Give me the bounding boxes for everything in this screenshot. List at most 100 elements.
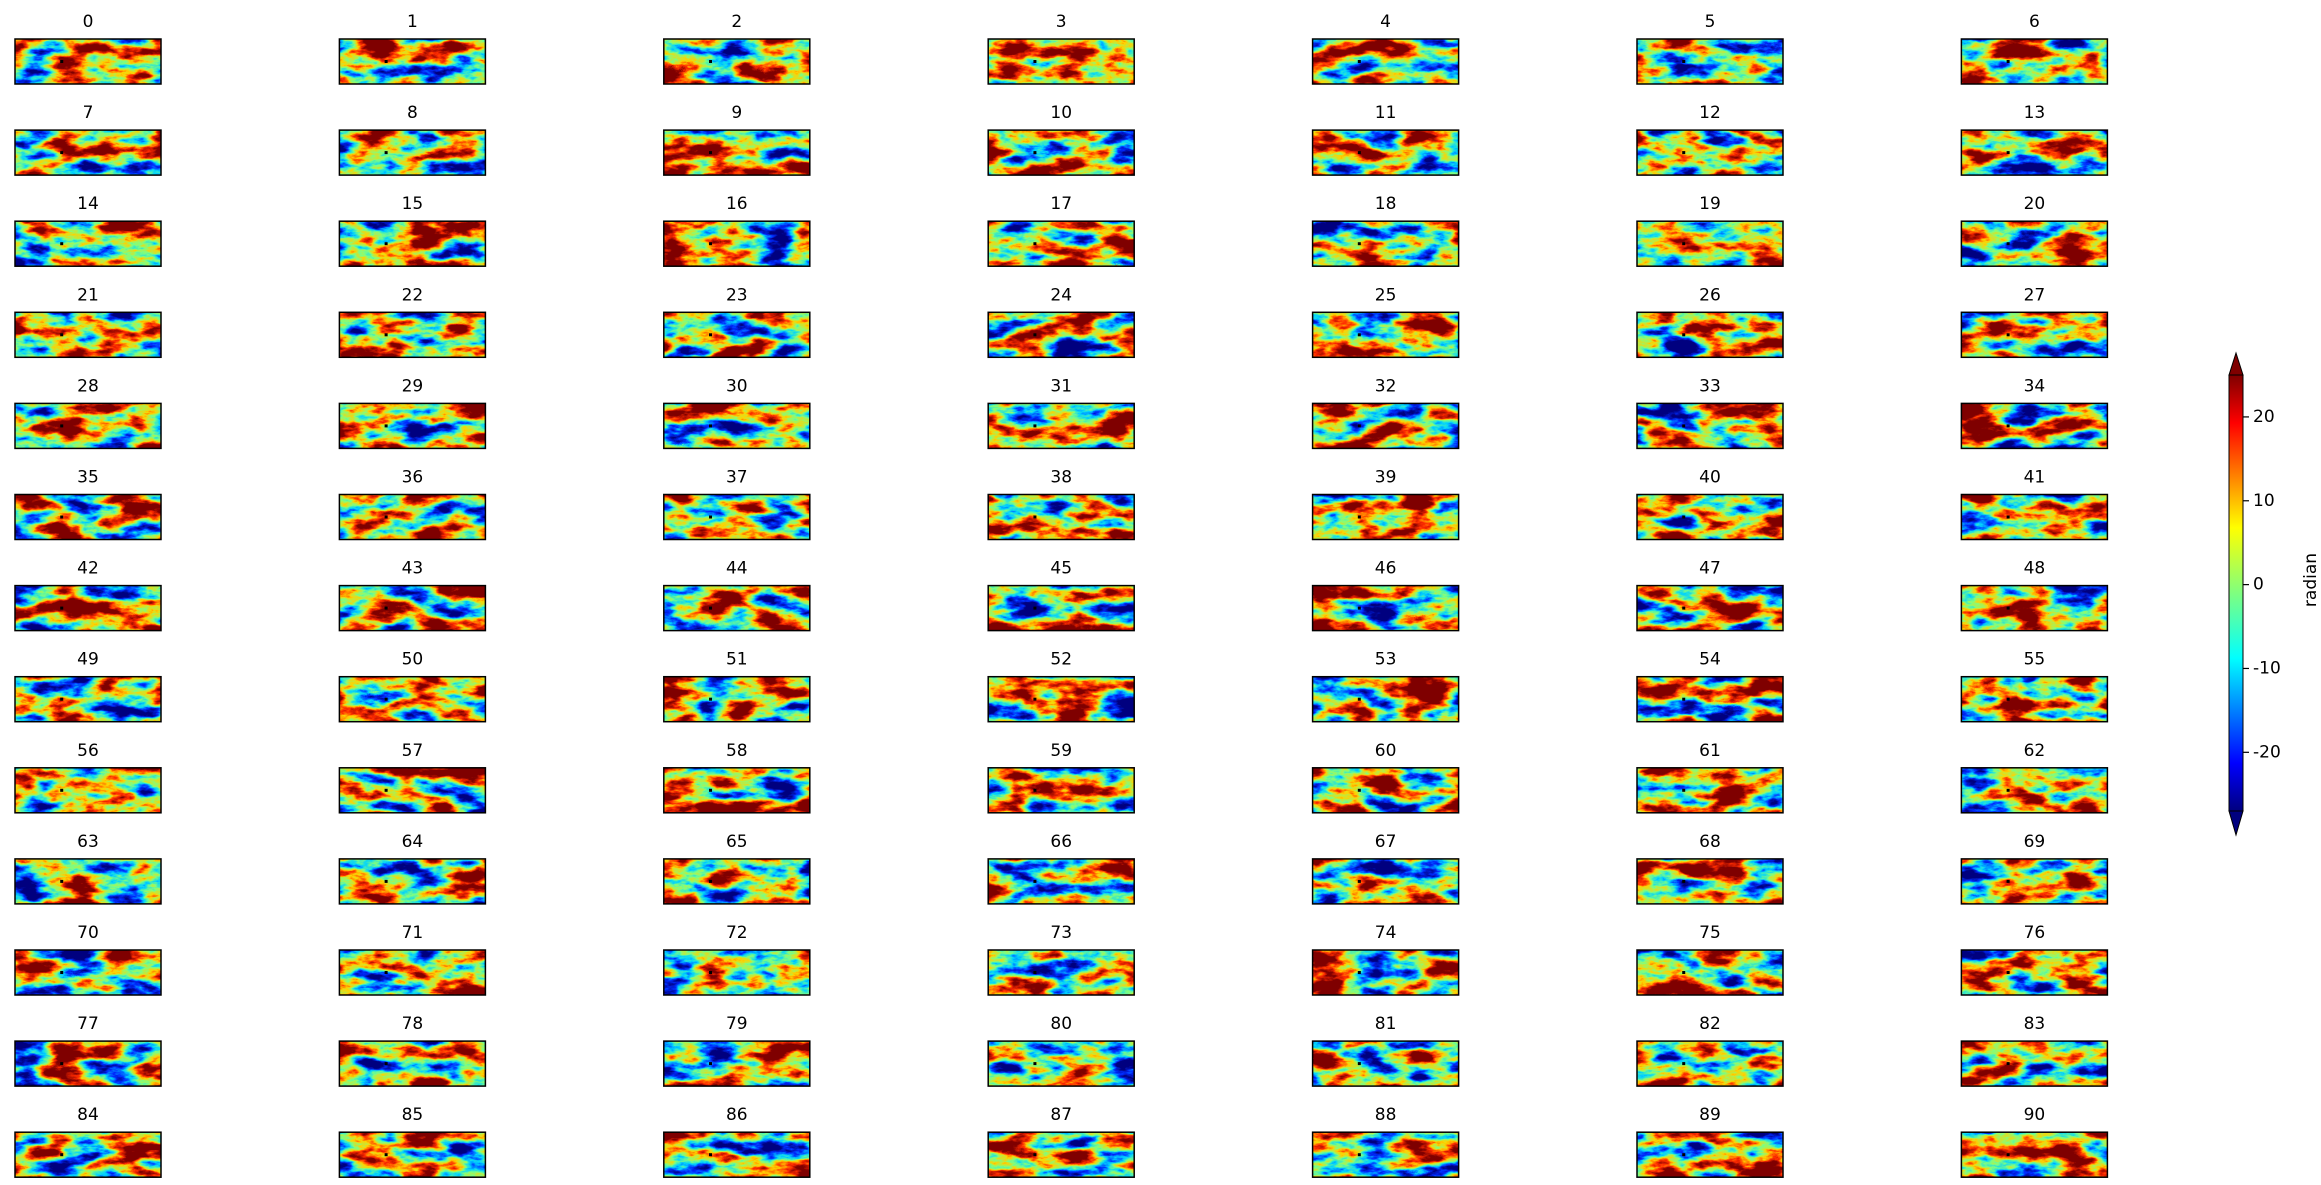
- panel-frame: [14, 220, 162, 267]
- panel-image: [988, 221, 1135, 267]
- panel-frame: [987, 402, 1135, 450]
- marker: [1682, 60, 1686, 63]
- panel-title: 8: [407, 103, 418, 123]
- panel-title: 44: [726, 559, 748, 579]
- colorbar-tick-label: -10: [2253, 658, 2281, 678]
- marker: [2006, 606, 2010, 610]
- panel: [1636, 493, 1784, 541]
- panel: [1311, 220, 1460, 267]
- marker: [384, 151, 388, 155]
- panel-title: 52: [1050, 650, 1072, 670]
- panel: [14, 402, 162, 450]
- marker: [2006, 424, 2010, 428]
- marker: [384, 515, 388, 519]
- panel-frame: [1960, 402, 2109, 450]
- panel-image: [1637, 585, 1783, 631]
- panel: [663, 38, 811, 85]
- marker: [384, 424, 388, 428]
- panel-frame: [1960, 493, 2109, 541]
- panel: [663, 1131, 811, 1178]
- panel: [1311, 949, 1460, 996]
- panel-title: 69: [2024, 832, 2046, 852]
- panel-frame: [1311, 584, 1460, 632]
- panel-title: 26: [1699, 285, 1721, 305]
- marker: [1357, 515, 1361, 519]
- panel-frame: [1636, 402, 1784, 450]
- panel-title: 64: [402, 832, 424, 852]
- panel: [14, 220, 162, 267]
- panel: [663, 1040, 811, 1087]
- panel: [1960, 949, 2109, 996]
- marker: [2006, 1153, 2010, 1157]
- panel-title: 43: [402, 559, 424, 579]
- panel-frame: [663, 584, 811, 632]
- panel: [987, 949, 1135, 996]
- marker: [709, 1153, 713, 1157]
- panel-image: [663, 1132, 810, 1178]
- panel-image: [339, 221, 486, 267]
- panel-frame: [338, 949, 487, 996]
- panel-image: [1637, 403, 1783, 449]
- panel-title: 53: [1375, 650, 1397, 670]
- marker: [709, 60, 713, 63]
- panel-frame: [1311, 129, 1460, 176]
- panel-title: 20: [2024, 194, 2046, 214]
- panel-title: 90: [2024, 1105, 2046, 1125]
- panel-title: 30: [726, 376, 748, 396]
- panel: [14, 493, 162, 541]
- panel-frame: [1311, 858, 1460, 905]
- panel-image: [1312, 1041, 1459, 1087]
- panel-image: [663, 1041, 810, 1087]
- panel-frame: [987, 129, 1135, 176]
- panel: [1311, 311, 1460, 359]
- marker: [1357, 606, 1361, 610]
- panel-title: 60: [1375, 741, 1397, 761]
- panel-title: 34: [2024, 376, 2046, 396]
- panel-frame: [1960, 129, 2109, 176]
- panel-title: 58: [726, 741, 748, 761]
- panel-frame: [1636, 493, 1784, 541]
- marker: [384, 788, 388, 792]
- panel-frame: [987, 767, 1135, 814]
- panel-frame: [663, 311, 811, 359]
- marker: [2006, 151, 2010, 155]
- panel: [1311, 1131, 1460, 1178]
- panel-frame: [1636, 311, 1784, 359]
- marker: [60, 971, 64, 974]
- panel: [987, 767, 1135, 814]
- panel-frame: [1311, 311, 1460, 359]
- panel-frame: [14, 858, 162, 905]
- panel-title: 22: [402, 285, 424, 305]
- marker: [709, 1062, 713, 1066]
- marker: [1682, 1062, 1686, 1066]
- panel: [1636, 1131, 1784, 1178]
- panel-frame: [1636, 675, 1784, 723]
- panel-title: 41: [2024, 468, 2046, 488]
- panel: [338, 767, 487, 814]
- panel: [338, 675, 487, 723]
- panel: [1960, 1040, 2109, 1087]
- panel-title: 36: [402, 468, 424, 488]
- panel-frame: [1636, 949, 1784, 996]
- panel: [1960, 38, 2109, 85]
- marker: [2006, 788, 2010, 792]
- panel: [663, 767, 811, 814]
- panel-title: 40: [1699, 468, 1721, 488]
- panel: [663, 584, 811, 632]
- panel-title: 5: [1705, 12, 1716, 32]
- panel-image: [1312, 676, 1459, 722]
- panel-title: 63: [77, 832, 99, 852]
- panel-frame: [14, 493, 162, 541]
- panel-frame: [338, 767, 487, 814]
- marker: [1033, 697, 1037, 701]
- panel-title: 35: [77, 468, 99, 488]
- panel: [14, 767, 162, 814]
- panel-image: [1312, 312, 1459, 358]
- panel-image: [663, 130, 810, 176]
- marker: [1357, 788, 1361, 792]
- panel-image: [15, 1041, 161, 1087]
- panel: [1960, 767, 2109, 814]
- panel-title: 4: [1380, 12, 1391, 32]
- panel: [663, 129, 811, 176]
- panel: [1636, 402, 1784, 450]
